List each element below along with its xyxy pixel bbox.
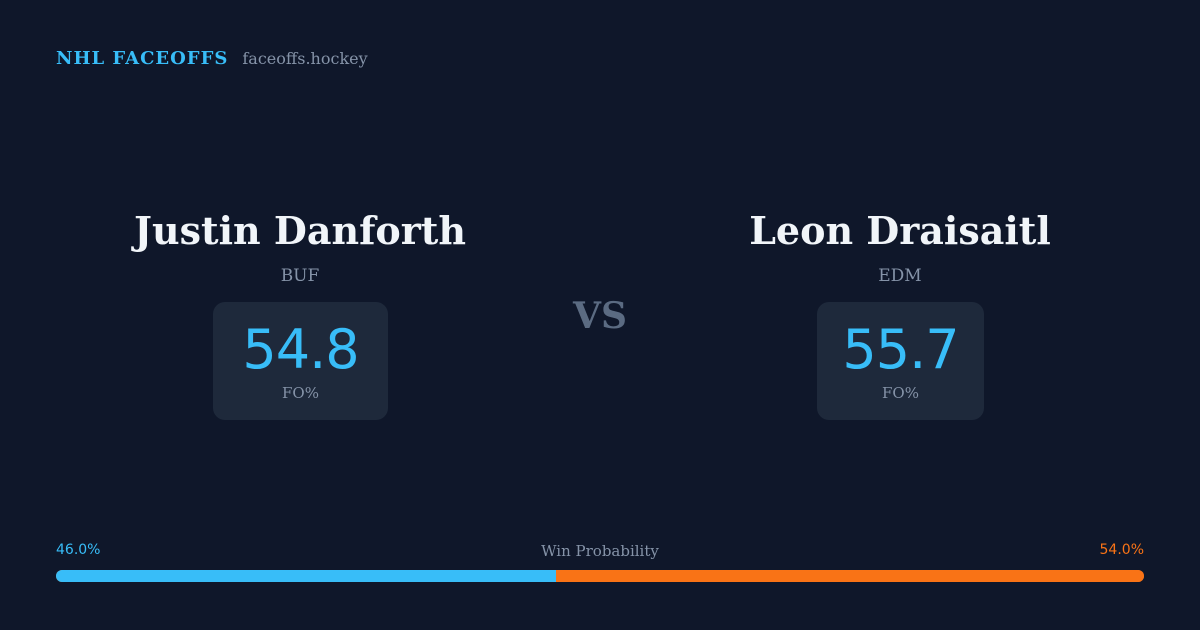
- player-right-stat-label: FO%: [882, 384, 919, 402]
- player-left-team: BUF: [280, 266, 320, 286]
- player-right-stat-card: 55.7 FO%: [817, 302, 984, 420]
- player-right-stat-value: 55.7: [842, 318, 959, 381]
- player-left: Justin Danforth BUF: [50, 204, 550, 288]
- brand-site: faceoffs.hockey: [242, 49, 368, 68]
- player-right-team: EDM: [878, 266, 922, 286]
- player-left-stat-value: 54.8: [242, 318, 359, 381]
- win-probability-labels: 46.0% Win Probability 54.0%: [56, 542, 1144, 564]
- win-probability-title: Win Probability: [541, 542, 659, 560]
- player-left-stat-label: FO%: [282, 384, 319, 402]
- player-left-stat-card: 54.8 FO%: [213, 302, 388, 420]
- player-right-name: Leon Draisaitl: [749, 208, 1051, 253]
- brand-header: NHL FACEOFFS faceoffs.hockey: [56, 48, 368, 69]
- vs-label: VS: [573, 295, 627, 337]
- win-probability-right-fill: [556, 570, 1144, 582]
- win-probability-bar: [56, 570, 1144, 582]
- win-probability-right-label: 54.0%: [1099, 542, 1144, 558]
- player-right: Leon Draisaitl EDM: [650, 204, 1150, 288]
- win-probability-left-label: 46.0%: [56, 542, 101, 558]
- brand-name: NHL FACEOFFS: [56, 48, 229, 69]
- player-left-name: Justin Danforth: [134, 208, 466, 253]
- win-probability-left-fill: [56, 570, 557, 582]
